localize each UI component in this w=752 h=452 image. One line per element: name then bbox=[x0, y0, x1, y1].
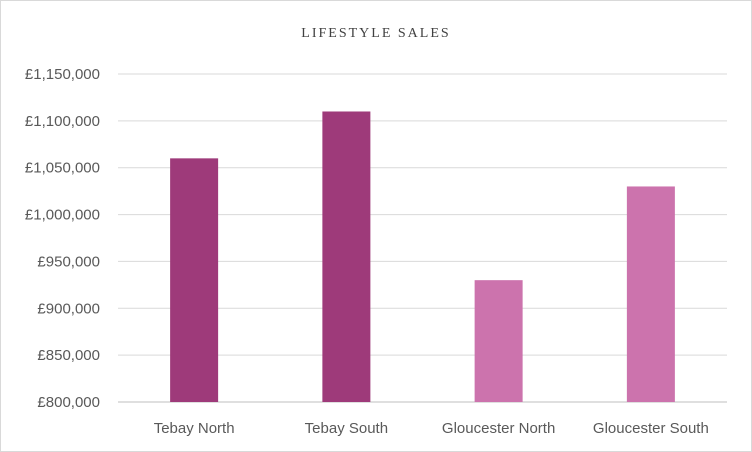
bar-gloucester-north bbox=[474, 280, 523, 402]
bar-tebay-south bbox=[322, 111, 371, 402]
y-tick-label: £1,000,000 bbox=[25, 207, 100, 224]
y-tick-label: £1,050,000 bbox=[25, 160, 100, 177]
x-category-label: Gloucester South bbox=[593, 420, 709, 437]
x-category-label: Tebay North bbox=[154, 420, 235, 437]
y-tick-label: £800,000 bbox=[37, 394, 100, 411]
x-axis-category-labels: Tebay North Tebay South Gloucester North Gl… bbox=[154, 420, 709, 437]
chart-title: LIFESTYLE SALES bbox=[301, 26, 451, 41]
bar-tebay-north bbox=[170, 158, 219, 402]
bars bbox=[170, 111, 675, 402]
x-category-label: Gloucester North bbox=[442, 420, 555, 437]
y-tick-label: £950,000 bbox=[37, 253, 100, 270]
bar-gloucester-south bbox=[626, 186, 675, 402]
y-tick-label: £850,000 bbox=[37, 347, 100, 364]
y-axis-tick-labels: £800,000 £850,000 £900,000 £950,000 £1,000,0… bbox=[25, 66, 100, 411]
x-category-label: Tebay South bbox=[305, 420, 388, 437]
gridlines bbox=[118, 73, 727, 403]
y-tick-label: £1,100,000 bbox=[25, 113, 100, 130]
y-tick-label: £1,150,000 bbox=[25, 66, 100, 83]
y-tick-label: £900,000 bbox=[37, 300, 100, 317]
